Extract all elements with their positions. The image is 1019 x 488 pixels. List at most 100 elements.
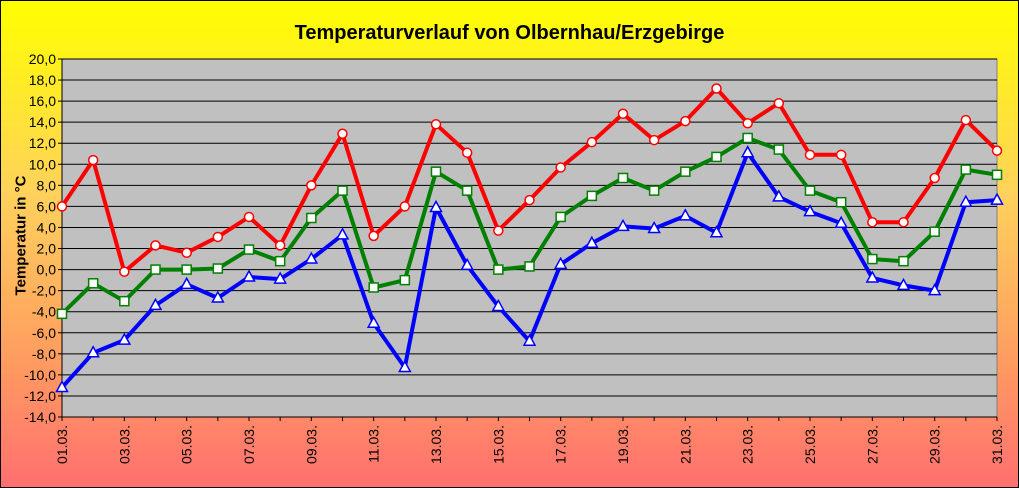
y-tick-label: 6,0 (37, 198, 57, 214)
y-tick-label: -2,0 (32, 283, 56, 299)
data-point (150, 264, 161, 275)
y-tick-label: -10,0 (24, 367, 56, 383)
data-point (212, 231, 224, 243)
y-tick-label: 14,0 (29, 114, 56, 130)
data-point (87, 278, 99, 289)
data-point (553, 256, 568, 270)
data-point (491, 298, 506, 312)
data-point (960, 164, 972, 175)
data-point (306, 212, 317, 224)
data-point (493, 264, 504, 275)
data-point (803, 204, 817, 217)
y-tick-label: 20,0 (29, 51, 56, 67)
data-point (87, 154, 99, 166)
x-tick-label: 31.03. (989, 425, 1005, 464)
data-point (55, 379, 69, 393)
data-point (366, 315, 381, 329)
series-markers (55, 83, 1004, 393)
data-point (834, 215, 848, 229)
y-tick-label: -12,0 (24, 388, 56, 404)
x-axis-ticks: 01.03. 03.03. 05.03. 07.03. 09.03. 11.03. 13.0… (54, 59, 1005, 464)
data-point (617, 108, 629, 120)
data-point (835, 196, 847, 208)
data-point (804, 149, 816, 161)
data-point (243, 244, 255, 255)
y-tick-label: 18,0 (29, 72, 56, 88)
x-tick-label: 23.03. (740, 425, 756, 464)
data-point (555, 211, 566, 223)
data-point (368, 230, 379, 242)
data-point (898, 216, 909, 228)
data-point (586, 136, 598, 148)
data-point (212, 263, 224, 274)
data-point (648, 185, 660, 196)
x-tick-label: 17.03. (553, 425, 569, 464)
data-point (273, 271, 287, 284)
data-point (211, 290, 225, 303)
data-point (740, 145, 755, 158)
x-tick-label: 25.03. (802, 425, 818, 464)
y-tick-label: -14,0 (24, 409, 56, 425)
data-point (461, 185, 473, 196)
data-point (867, 253, 878, 265)
data-point (773, 97, 785, 109)
data-point (929, 226, 940, 237)
x-tick-label: 07.03. (241, 425, 257, 464)
data-point (680, 115, 691, 127)
data-point (493, 225, 504, 236)
y-tick-label: -6,0 (32, 325, 56, 341)
data-point (867, 216, 878, 228)
data-point (181, 247, 192, 258)
data-point (399, 274, 411, 286)
data-point (742, 132, 753, 144)
data-point (117, 332, 132, 345)
x-tick-label: 03.03. (116, 425, 132, 464)
data-point (337, 185, 348, 196)
data-point (430, 119, 442, 130)
data-point (398, 359, 412, 373)
data-point (896, 277, 911, 291)
data-point (179, 276, 194, 290)
x-tick-label: 05.03. (179, 425, 195, 464)
data-point (772, 189, 786, 202)
data-point (429, 199, 443, 213)
data-point (804, 185, 816, 196)
data-point (711, 83, 722, 94)
data-point (368, 282, 379, 293)
x-tick-label: 27.03. (864, 425, 880, 464)
y-tick-label: 0,0 (37, 262, 57, 278)
data-point (865, 270, 880, 283)
data-point (243, 211, 255, 223)
data-point (647, 220, 661, 234)
x-tick-label: 21.03. (677, 425, 693, 464)
data-point (460, 257, 474, 271)
y-tick-label: 16,0 (29, 93, 56, 109)
data-point (148, 297, 163, 311)
data-point (461, 147, 473, 158)
data-point (680, 166, 691, 177)
data-point (929, 172, 940, 184)
data-point (990, 192, 1004, 205)
data-point (242, 269, 256, 282)
data-point (678, 208, 693, 221)
y-tick-label: -8,0 (32, 346, 56, 362)
data-point (119, 295, 130, 307)
x-tick-label: 09.03. (303, 425, 319, 464)
y-tick-label: 12,0 (29, 135, 56, 151)
data-point (773, 144, 785, 155)
x-tick-label: 01.03. (54, 425, 70, 464)
data-point (709, 225, 724, 238)
y-tick-label: 8,0 (37, 177, 57, 193)
data-point (959, 194, 973, 207)
y-tick-label: -4,0 (32, 304, 56, 320)
chart-title: Temperaturverlauf von Olbernhau/Erzgebir… (294, 22, 725, 44)
data-point (274, 240, 286, 251)
data-point (585, 235, 599, 249)
data-point (616, 218, 630, 232)
data-point (524, 194, 535, 206)
x-tick-label: 13.03. (428, 425, 444, 464)
data-point (335, 227, 350, 240)
data-point (648, 134, 660, 146)
data-point (304, 251, 319, 264)
